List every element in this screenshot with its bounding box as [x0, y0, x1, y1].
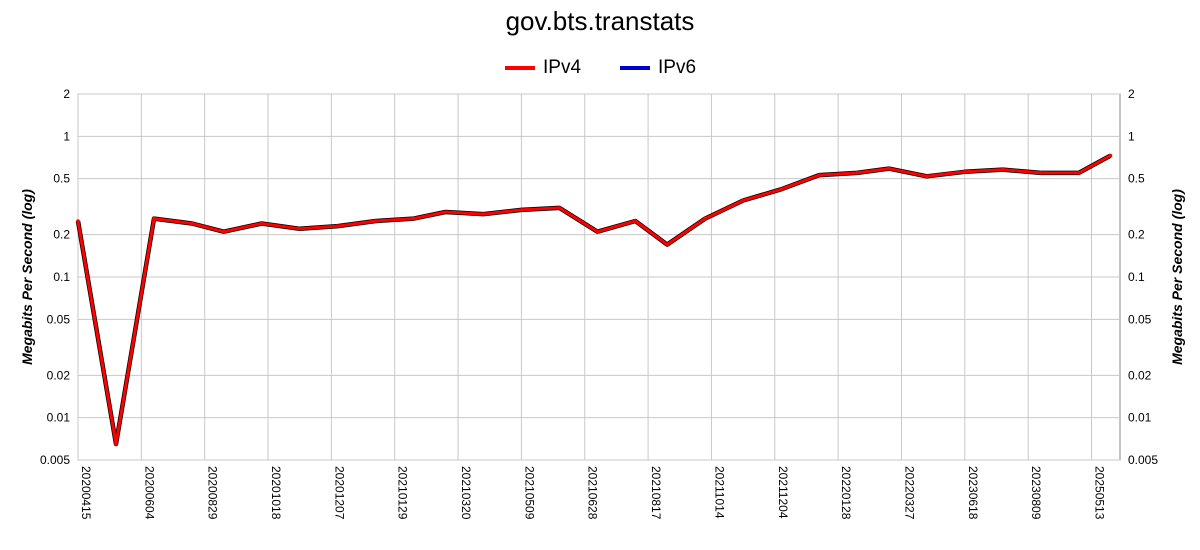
x-axis: 20200415 20200604 20200829 20201018 20201207… — [79, 466, 1106, 520]
data-point-ipv4 — [481, 212, 486, 216]
data-point-ipv4 — [190, 221, 194, 226]
x-tick-label: 20210509 — [522, 466, 536, 520]
y-tick-label: 0.02 — [1128, 368, 1152, 382]
data-point-ipv4 — [1108, 153, 1113, 158]
x-tick-label: 20201018 — [269, 466, 283, 520]
series-line-ipv4 — [76, 154, 1112, 446]
x-tick-label: 20230618 — [966, 466, 980, 520]
data-point-ipv4 — [1039, 171, 1043, 175]
chart-title: gov.bts.transtats — [505, 6, 695, 36]
legend-label-ipv6: IPv6 — [658, 57, 697, 78]
legend-swatch-ipv4 — [505, 66, 535, 70]
data-point-ipv4 — [963, 170, 967, 174]
y-tick-label: 0.01 — [47, 411, 71, 425]
y-tick-label: 0.5 — [1128, 172, 1145, 186]
y-tick-label: 0.01 — [1128, 411, 1152, 425]
data-point-ipv4 — [259, 221, 264, 226]
x-tick-label: 20200829 — [206, 466, 220, 520]
x-tick-label: 20210628 — [586, 466, 600, 520]
data-point-ipv4 — [1001, 167, 1005, 172]
x-tick-label: 20200604 — [142, 466, 156, 520]
data-point-ipv4 — [741, 198, 745, 203]
x-tick-label: 20220128 — [839, 466, 853, 520]
y-axis-left: 2 1 0.5 0.2 0.1 0.05 0.02 0.01 0.005 — [40, 87, 70, 467]
data-point-ipv4 — [114, 442, 118, 446]
x-tick-label: 20200415 — [79, 466, 93, 520]
data-point-ipv4 — [887, 166, 891, 171]
y-tick-label: 0.02 — [47, 368, 71, 382]
y-tick-label: 0.05 — [47, 312, 71, 326]
x-tick-label: 20211014 — [712, 466, 726, 519]
x-tick-label: 20250513 — [1092, 466, 1106, 520]
data-point-ipv4 — [76, 219, 80, 223]
data-point-ipv4 — [665, 242, 669, 247]
y-tick-label: 1 — [1128, 129, 1135, 143]
data-point-ipv4 — [335, 224, 340, 228]
data-point-ipv4 — [297, 227, 302, 231]
x-tick-label: 20210320 — [459, 466, 473, 520]
y-tick-label: 0.005 — [1128, 453, 1158, 467]
grid — [77, 93, 1120, 461]
legend: IPv4 IPv6 — [0, 57, 1200, 81]
y-tick-label: 0.05 — [1128, 312, 1152, 326]
series-layer — [75, 153, 1113, 447]
y-tick-label: 2 — [1128, 87, 1135, 101]
y-axis-right: 2 1 0.5 0.2 0.1 0.05 0.02 0.01 0.005 — [1128, 87, 1158, 467]
data-point-ipv4 — [373, 219, 378, 223]
data-point-ipv4 — [411, 216, 416, 221]
data-point-ipv4 — [519, 208, 524, 212]
y-tick-label: 0.1 — [1128, 270, 1145, 284]
data-point-ipv4 — [595, 229, 600, 234]
data-point-ipv4 — [855, 171, 859, 175]
y-tick-label: 0.1 — [53, 270, 70, 284]
x-tick-label: 20210129 — [396, 466, 410, 520]
x-tick-label: 20201207 — [332, 466, 346, 520]
data-point-ipv4 — [817, 173, 821, 177]
series-outline-ipv4 — [75, 153, 1112, 447]
x-tick-label: 20220327 — [902, 466, 916, 520]
y-axis-title-right: Megabits Per Second (log) — [1169, 189, 1185, 365]
data-point-ipv4 — [221, 229, 226, 234]
data-point-ipv4 — [925, 174, 929, 179]
data-point-ipv4 — [703, 216, 707, 221]
y-tick-label: 1 — [63, 129, 70, 143]
y-tick-label: 0.2 — [1128, 228, 1145, 242]
data-point-ipv4 — [1077, 171, 1081, 175]
y-tick-label: 0.5 — [53, 172, 70, 186]
data-point-ipv4 — [557, 206, 562, 210]
data-point-ipv4 — [443, 210, 448, 214]
x-tick-label: 20210817 — [649, 466, 663, 520]
y-tick-label: 0.005 — [40, 453, 70, 467]
data-point-ipv4 — [779, 187, 783, 192]
y-axis-title-left: Megabits Per Second (log) — [19, 189, 35, 365]
legend-swatch-ipv6 — [620, 66, 650, 70]
y-tick-label: 0.2 — [53, 228, 70, 242]
legend-label-ipv4: IPv4 — [543, 57, 582, 78]
data-point-ipv4 — [633, 219, 638, 223]
x-tick-label: 20211204 — [776, 466, 790, 519]
x-tick-label: 20230809 — [1029, 466, 1043, 520]
data-point-ipv4 — [152, 216, 156, 221]
y-tick-label: 2 — [63, 87, 70, 101]
